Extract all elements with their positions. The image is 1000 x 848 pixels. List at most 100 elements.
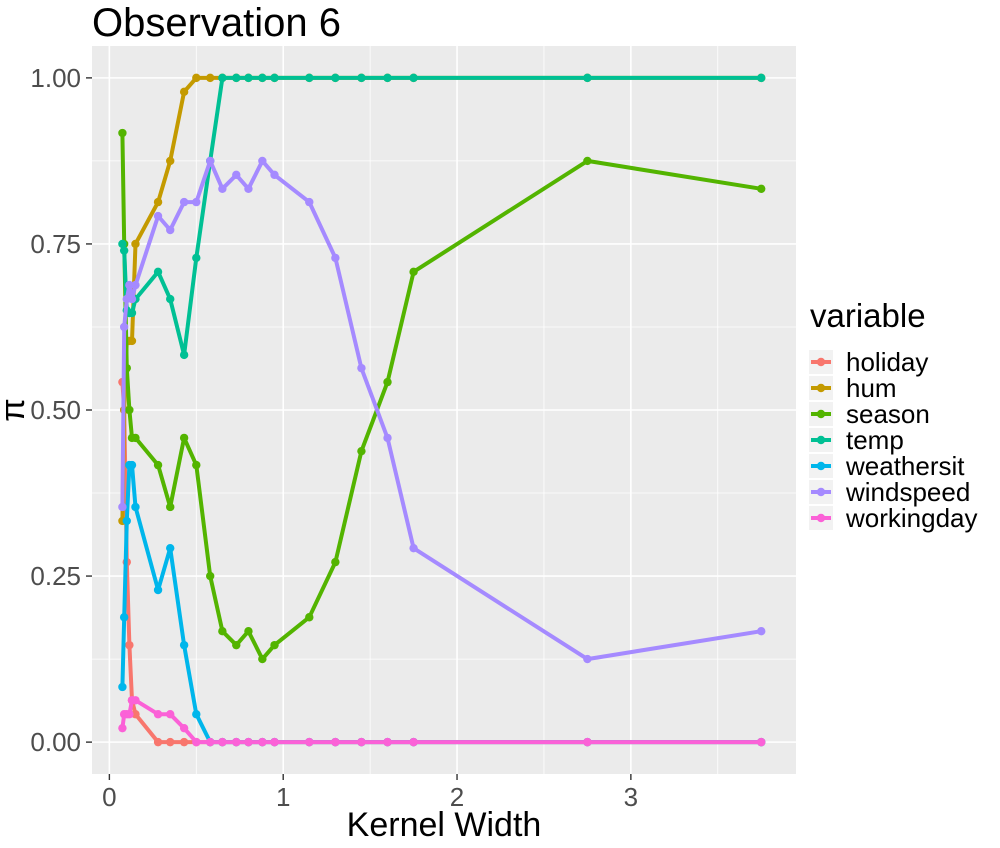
data-point-workingday xyxy=(232,737,241,747)
y-tick-label: 0.00 xyxy=(30,727,81,757)
data-point-weathersit xyxy=(119,613,129,622)
legend-label: season xyxy=(846,399,930,429)
series-workingday xyxy=(118,696,766,747)
legend-item-weathersit: weathersit xyxy=(809,451,965,481)
data-point-weathersit xyxy=(192,710,201,719)
data-point-season xyxy=(218,626,227,636)
data-point-temp xyxy=(383,73,392,83)
data-point-workingday xyxy=(131,696,140,705)
data-point-weathersit xyxy=(153,585,163,595)
data-point-season xyxy=(125,405,134,415)
y-axis: 0.00 0.25 0.50 0.75 1.00 xyxy=(30,63,92,757)
x-axis-title: Kernel Width xyxy=(347,806,542,844)
chart-title: Observation 6 xyxy=(92,1,341,45)
data-point-workingday xyxy=(179,723,189,733)
data-point-workingday xyxy=(757,737,766,747)
y-axis-title: π xyxy=(0,398,32,421)
data-point-workingday xyxy=(206,737,215,747)
data-point-workingday xyxy=(383,737,392,747)
y-tick-label: 0.50 xyxy=(30,395,81,425)
data-point-holiday xyxy=(153,737,163,747)
legend-label: workingday xyxy=(845,503,978,533)
data-point-workingday xyxy=(118,723,127,733)
data-point-weathersit xyxy=(179,640,189,650)
legend-item-holiday: holiday xyxy=(809,347,928,377)
data-point-temp xyxy=(232,73,241,83)
x-tick-label: 0 xyxy=(102,782,116,812)
data-point-hum xyxy=(192,73,201,83)
data-point-windspeed xyxy=(244,184,253,194)
data-point-season xyxy=(583,156,592,166)
legend-key-point xyxy=(816,409,826,419)
data-point-hum xyxy=(179,87,189,97)
data-point-season xyxy=(757,184,766,194)
data-point-temp xyxy=(357,73,366,83)
y-tick-label: 1.00 xyxy=(30,63,81,93)
data-point-windspeed xyxy=(118,502,127,512)
data-point-windspeed xyxy=(583,654,592,664)
legend-item-hum: hum xyxy=(809,373,897,403)
data-point-temp xyxy=(153,267,163,277)
data-point-windspeed xyxy=(218,184,227,194)
series-windspeed xyxy=(118,156,766,664)
data-point-hum xyxy=(153,197,163,207)
legend-label: windspeed xyxy=(845,477,970,507)
data-point-weathersit xyxy=(166,543,175,553)
data-point-windspeed xyxy=(179,197,189,207)
data-point-temp xyxy=(179,350,189,360)
data-point-workingday xyxy=(153,710,163,719)
data-point-windspeed xyxy=(125,280,134,290)
data-point-windspeed xyxy=(131,280,140,290)
data-point-hum xyxy=(166,156,175,166)
data-point-windspeed xyxy=(119,322,129,332)
data-point-hum xyxy=(206,73,215,83)
x-axis: 0 1 2 3 xyxy=(102,774,638,812)
data-point-windspeed xyxy=(166,225,175,235)
legend-key-point xyxy=(816,487,826,497)
legend-label: weathersit xyxy=(845,451,965,481)
data-point-workingday xyxy=(270,737,279,747)
data-point-season xyxy=(258,654,267,664)
data-point-season xyxy=(232,640,241,650)
data-point-weathersit xyxy=(118,682,127,692)
data-point-windspeed xyxy=(206,156,215,166)
data-point-workingday xyxy=(218,737,227,747)
data-point-windspeed xyxy=(153,211,163,221)
data-point-temp xyxy=(244,73,253,83)
data-point-temp xyxy=(757,73,766,83)
data-point-workingday xyxy=(192,737,201,747)
data-point-windspeed xyxy=(192,197,201,207)
data-point-season xyxy=(192,460,201,470)
data-point-workingday xyxy=(125,710,134,719)
data-point-temp xyxy=(270,73,279,83)
y-tick-label: 0.25 xyxy=(30,561,81,591)
data-point-holiday xyxy=(125,640,134,650)
data-point-temp xyxy=(409,73,418,83)
x-tick-label: 1 xyxy=(276,782,290,812)
data-point-season xyxy=(179,433,189,443)
data-point-workingday xyxy=(305,737,314,747)
legend-label: hum xyxy=(846,373,897,403)
data-point-temp xyxy=(218,73,227,83)
legend-item-workingday: workingday xyxy=(809,503,978,533)
data-point-workingday xyxy=(331,737,340,747)
series-layer xyxy=(118,73,766,747)
data-point-workingday xyxy=(244,737,253,747)
data-point-season xyxy=(409,267,418,277)
data-point-temp xyxy=(119,246,129,255)
major-gridlines xyxy=(92,46,796,774)
data-point-weathersit xyxy=(122,516,131,526)
data-point-season xyxy=(383,377,392,387)
data-point-weathersit xyxy=(127,460,137,470)
data-point-windspeed xyxy=(757,626,766,636)
legend-item-temp: temp xyxy=(809,425,904,455)
series-season xyxy=(118,128,766,664)
x-tick-label: 3 xyxy=(624,782,638,812)
legend: variable holidayhumseasontempweathersitw… xyxy=(809,297,978,533)
legend-title: variable xyxy=(810,297,926,334)
data-point-windspeed xyxy=(305,197,314,207)
data-point-temp xyxy=(118,239,127,249)
data-point-temp xyxy=(192,253,201,263)
y-tick-label: 0.75 xyxy=(30,229,81,259)
